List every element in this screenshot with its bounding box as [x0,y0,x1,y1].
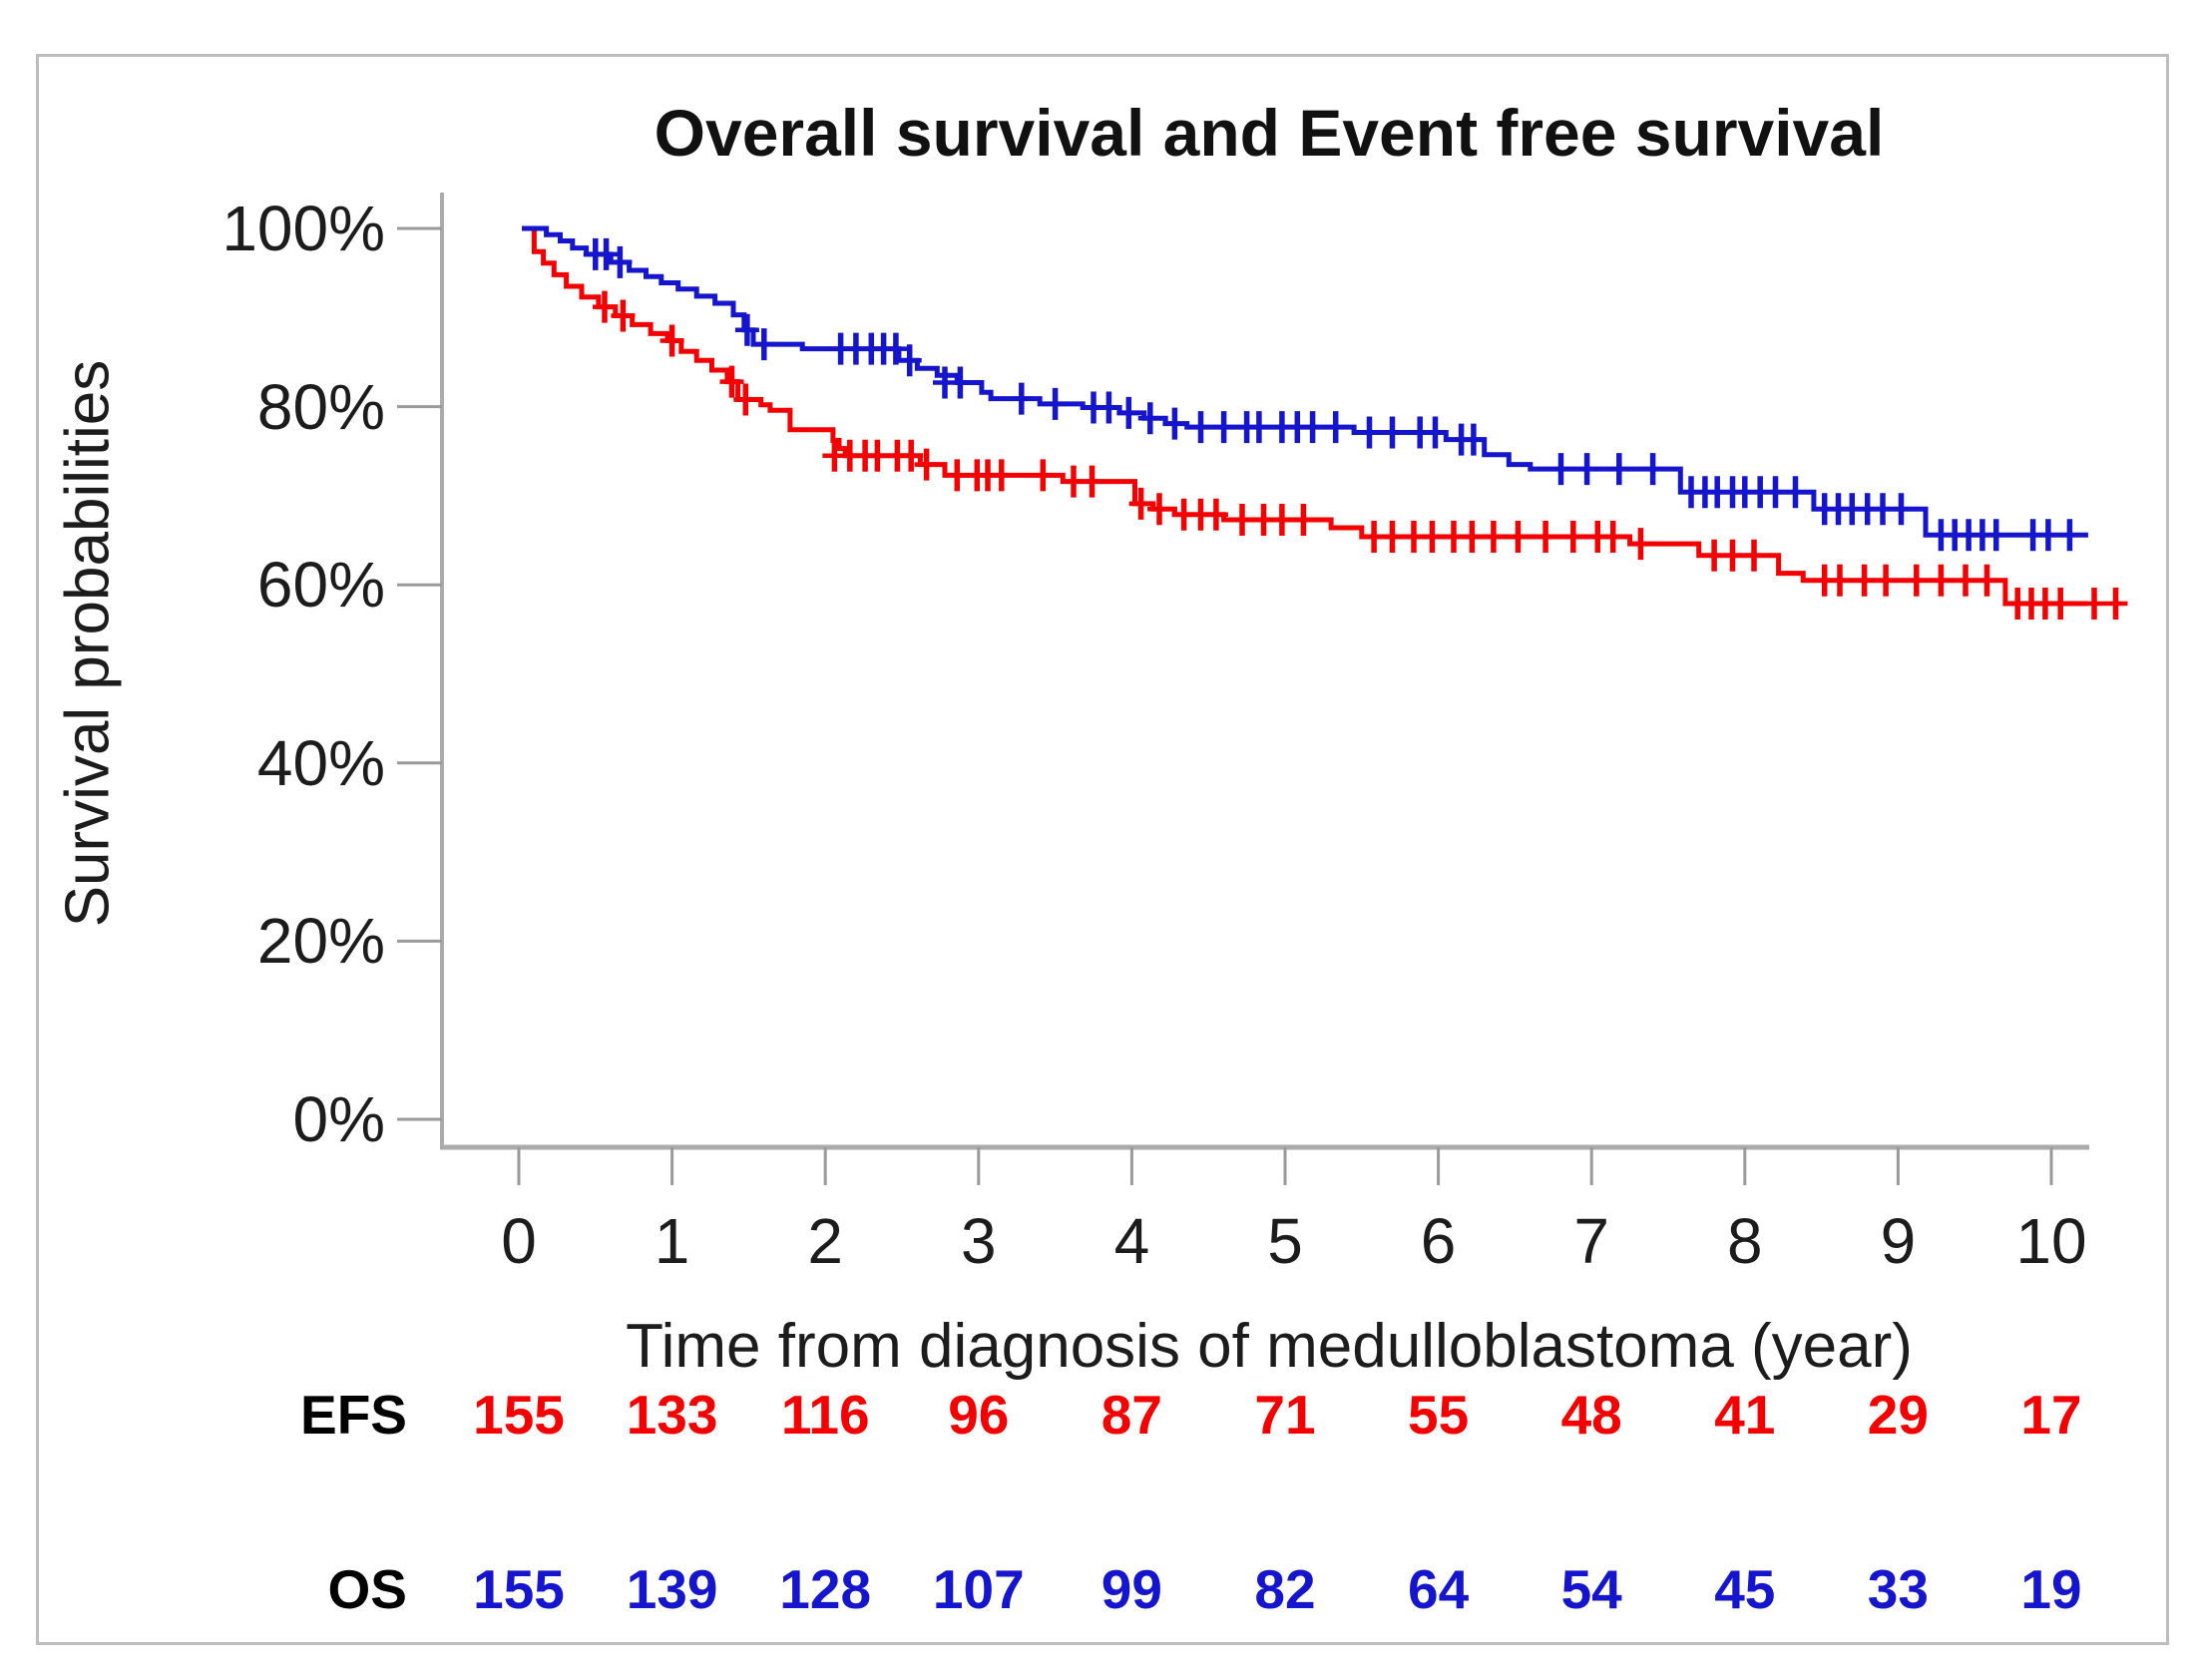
y-axis-ticks [397,226,442,1121]
censor-marks-horizontal-os [583,251,2082,538]
survival-curve-os [522,225,2088,538]
censor-marks-horizontal-efs [593,304,2128,607]
survival-curve-efs [522,225,2088,607]
censor-marks-vertical-os [593,237,2073,552]
x-axis-ticks [517,1147,2053,1185]
figure-border [36,54,2169,1645]
